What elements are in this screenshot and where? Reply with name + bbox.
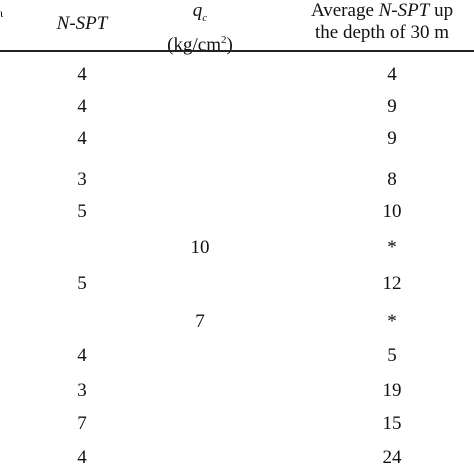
- table-row: 3 8: [0, 164, 474, 196]
- cell-qc: [168, 408, 232, 440]
- cell-nspt: 4: [77, 128, 87, 149]
- cell-nspt: 4: [77, 447, 87, 468]
- cell-nspt: 3: [77, 169, 87, 190]
- cell-average-nspt: *: [387, 237, 397, 258]
- cell-average-nspt: 5: [387, 345, 397, 366]
- cell-qc: [168, 91, 232, 123]
- cell-average-nspt: 12: [382, 273, 402, 294]
- header-average-line1: Average N-SPT up: [310, 0, 454, 21]
- cell-qc: [168, 442, 232, 474]
- table-row: 4 24: [0, 442, 474, 474]
- header-qc-unit: (kg/cm2): [167, 33, 233, 56]
- cell-qc: 10: [190, 237, 210, 258]
- cell-average-nspt: 19: [382, 380, 402, 401]
- table-row: 7 *: [0, 306, 474, 338]
- cell-qc: 7: [195, 311, 205, 332]
- header-qc: qc (kg/cm2): [140, 0, 260, 56]
- cell-average-nspt: 24: [382, 447, 402, 468]
- cell-nspt: 7: [77, 413, 87, 434]
- table-row: 7 15: [0, 408, 474, 440]
- cell-qc: [168, 196, 232, 228]
- cell-average-nspt: 8: [387, 169, 397, 190]
- cell-average-nspt: 15: [382, 413, 402, 434]
- cell-nspt: [50, 306, 114, 338]
- table-row: 4 4: [0, 59, 474, 91]
- cell-qc: [168, 375, 232, 407]
- header-qc-symbol: qc: [192, 0, 208, 24]
- header-rule: [0, 50, 474, 52]
- header-average-nspt: Average N-SPT up the depth of 30 m: [282, 0, 474, 44]
- cell-nspt: 5: [77, 273, 87, 294]
- cell-nspt: 4: [77, 345, 87, 366]
- cell-nspt: 4: [77, 96, 87, 117]
- cell-nspt: [50, 232, 114, 264]
- table-row: 4 9: [0, 123, 474, 155]
- header-average-line2: the depth of 30 m: [314, 22, 450, 43]
- cell-qc: [168, 164, 232, 196]
- table-row: 3 19: [0, 375, 474, 407]
- header-nspt: N-SPT: [56, 13, 108, 34]
- cell-average-nspt: 4: [387, 64, 397, 85]
- table-row: 5 10: [0, 196, 474, 228]
- table-row: 5 12: [0, 268, 474, 300]
- cell-average-nspt: 10: [382, 201, 402, 222]
- cell-qc: [168, 59, 232, 91]
- cell-average-nspt: 9: [387, 96, 397, 117]
- cell-qc: [168, 268, 232, 300]
- cell-nspt: 3: [77, 380, 87, 401]
- cell-average-nspt: *: [387, 311, 397, 332]
- table-row: 10 *: [0, 232, 474, 264]
- clipped-header-mark: ι: [0, 6, 4, 20]
- cell-qc: [168, 123, 232, 155]
- cell-nspt: 5: [77, 201, 87, 222]
- table-row: 4 5: [0, 340, 474, 372]
- cell-nspt: 4: [77, 64, 87, 85]
- table-row: 4 9: [0, 91, 474, 123]
- cell-qc: [168, 340, 232, 372]
- cell-average-nspt: 9: [387, 128, 397, 149]
